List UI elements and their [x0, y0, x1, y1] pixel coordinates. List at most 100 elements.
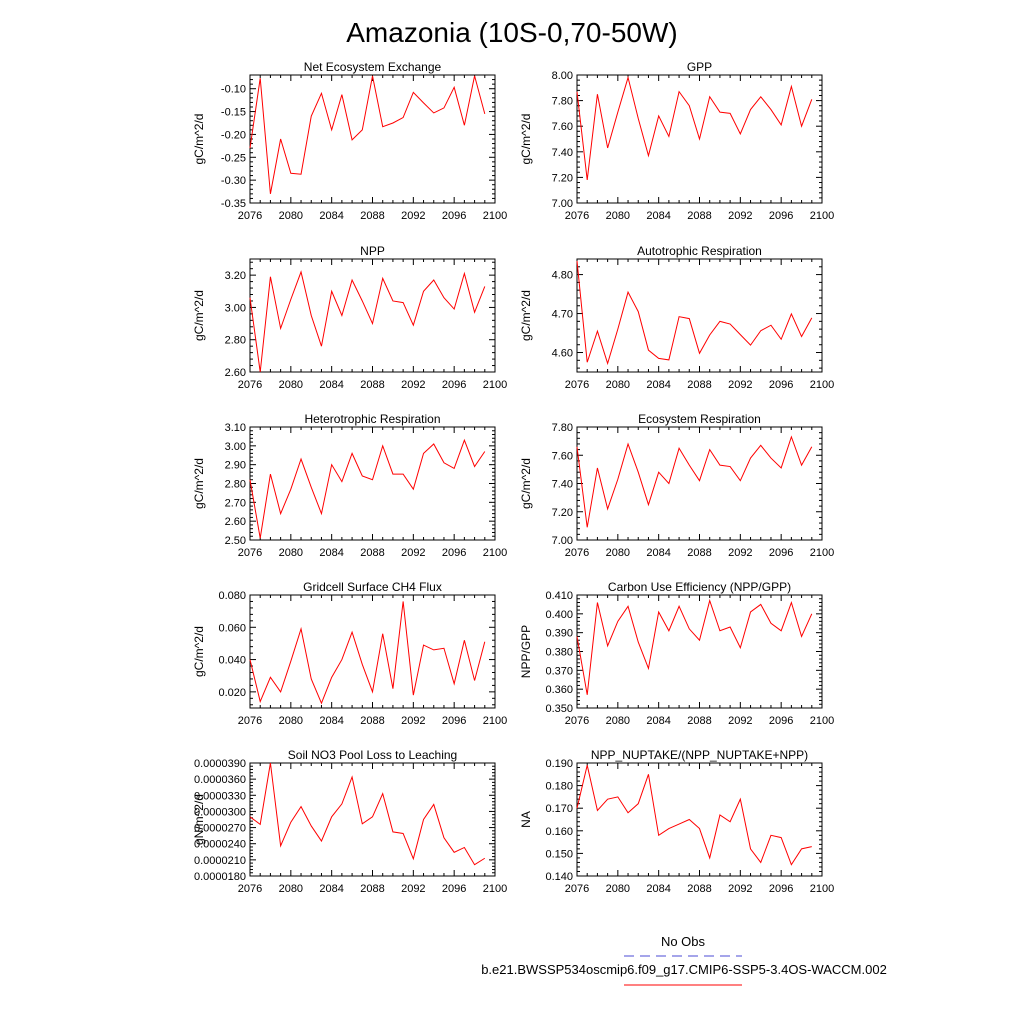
- panel-8-ytick-label: 0.380: [545, 647, 573, 659]
- panel-9-ytick-label: 0.0000330: [194, 790, 246, 802]
- panel-6-ytick-label: 7.00: [552, 535, 573, 547]
- panel-2-title: GPP: [687, 60, 712, 74]
- panel-9-xtick-label: 2076: [238, 883, 262, 895]
- panel-2-xtick-label: 2084: [646, 210, 670, 222]
- panel-3-ylabel: gC/m^2/d: [192, 290, 206, 341]
- panel-8-title: Carbon Use Efficiency (NPP/GPP): [608, 580, 791, 594]
- panel-6-ylabel: gC/m^2/d: [519, 458, 533, 509]
- panel-1-xtick-label: 2100: [483, 210, 507, 222]
- panel-8-xtick-label: 2096: [769, 715, 793, 727]
- panel-8-ytick-label: 0.360: [545, 684, 573, 696]
- panel-9-ytick-label: 0.0000360: [194, 774, 246, 786]
- panel-9-xtick-label: 2084: [319, 883, 343, 895]
- panel-10-ytick-label: 0.190: [545, 758, 573, 770]
- panel-9-ytick-label: 0.0000390: [194, 758, 246, 770]
- panel-2-ytick-label: 7.40: [552, 147, 573, 159]
- panel-1-xtick-label: 2092: [401, 210, 425, 222]
- panel-7-ytick-label: 0.060: [218, 622, 246, 634]
- panel-10: NPP_NUPTAKE/(NPP_NUPTAKE+NPP) NA 2076 2080 2…: [519, 748, 834, 895]
- panel-10-xtick-label: 2076: [565, 883, 589, 895]
- panel-7-ytick-label: 0.020: [218, 687, 246, 699]
- panel-7-ylabel: gC/m^2/d: [192, 626, 206, 677]
- panel-7: Gridcell Surface CH4 Flux gC/m^2/d 2076 208…: [192, 580, 507, 727]
- panel-1-title: Net Ecosystem Exchange: [304, 60, 442, 74]
- panel-7-ytick-label: 0.080: [218, 590, 246, 602]
- panel-2-ylabel: gC/m^2/d: [519, 114, 533, 165]
- panel-7-xtick-label: 2084: [319, 715, 343, 727]
- panel-4-xtick-label: 2100: [810, 379, 834, 391]
- panel-1: Net Ecosystem Exchange gC/m^2/d 2076 2080 20…: [192, 60, 507, 222]
- panel-2-xtick-label: 2096: [769, 210, 793, 222]
- panel-10-xtick-label: 2084: [646, 883, 670, 895]
- panel-4-xtick-label: 2084: [646, 379, 670, 391]
- panel-9-xtick-label: 2080: [279, 883, 303, 895]
- panel-5-ytick-label: 2.50: [225, 535, 246, 547]
- panel-4: Autotrophic Respiration gC/m^2/d 2076 2080 2…: [519, 244, 834, 391]
- panel-1-ytick-label: -0.20: [221, 129, 246, 141]
- panel-10-ytick-label: 0.150: [545, 848, 573, 860]
- panel-4-title: Autotrophic Respiration: [637, 244, 762, 258]
- panel-8-frame: [576, 594, 823, 709]
- panel-5-ytick-label: 3.10: [225, 422, 246, 434]
- panel-7-xtick-label: 2088: [360, 715, 384, 727]
- panel-4-ytick-label: 4.80: [552, 270, 573, 282]
- panel-5-ytick-label: 2.90: [225, 460, 246, 472]
- panel-8-ytick-label: 0.370: [545, 665, 573, 677]
- panel-1-ytick-label: -0.35: [221, 198, 246, 210]
- panel-8: Carbon Use Efficiency (NPP/GPP) NPP/GPP 20…: [519, 580, 834, 727]
- panel-10-ylabel: NA: [519, 811, 533, 828]
- panel-3-xtick-label: 2088: [360, 379, 384, 391]
- panel-9-series-line: [249, 762, 486, 866]
- panel-10-ytick-label: 0.140: [545, 871, 573, 883]
- panel-5-xtick-label: 2100: [483, 547, 507, 559]
- panel-2-xtick-label: 2076: [565, 210, 589, 222]
- panel-7-xtick-label: 2096: [442, 715, 466, 727]
- panel-5-xtick-label: 2084: [319, 547, 343, 559]
- panel-5-ytick-label: 2.70: [225, 497, 246, 509]
- panel-10-xtick-label: 2080: [606, 883, 630, 895]
- panel-3-frame: [249, 258, 496, 373]
- panel-6: Ecosystem Respiration gC/m^2/d 2076 2080 208…: [519, 412, 834, 559]
- panel-3-xtick-label: 2084: [319, 379, 343, 391]
- panel-3-ytick-label: 3.20: [225, 270, 246, 282]
- panel-6-ytick-label: 7.60: [552, 450, 573, 462]
- panel-5-xtick-label: 2096: [442, 547, 466, 559]
- panel-2-ytick-label: 7.20: [552, 172, 573, 184]
- panel-4-xtick-label: 2076: [565, 379, 589, 391]
- panel-4-xtick-label: 2088: [687, 379, 711, 391]
- panel-1-ytick-label: -0.25: [221, 152, 246, 164]
- panel-9-ytick-label: 0.0000240: [194, 839, 246, 851]
- panel-1-ytick-label: -0.15: [221, 107, 246, 119]
- panel-2-ytick-label: 7.00: [552, 198, 573, 210]
- panel-1-xtick-label: 2088: [360, 210, 384, 222]
- panel-5-xtick-label: 2080: [279, 547, 303, 559]
- legend: No Obs b.e21.BWSSP534oscmip6.f09_g17.CMI…: [481, 934, 887, 986]
- panel-7-title: Gridcell Surface CH4 Flux: [303, 580, 442, 594]
- panel-5-xtick-label: 2076: [238, 547, 262, 559]
- panel-5-xtick-label: 2092: [401, 547, 425, 559]
- panel-2: GPP gC/m^2/d 2076 2080 2084 2088 2092 2096 2100 7…: [519, 60, 834, 222]
- panel-2-xtick-label: 2092: [728, 210, 752, 222]
- panel-3-xtick-label: 2092: [401, 379, 425, 391]
- panel-1-ytick-label: -0.10: [221, 84, 246, 96]
- panel-3-ytick-label: 2.60: [225, 367, 246, 379]
- panel-10-ytick-label: 0.160: [545, 826, 573, 838]
- panel-7-xtick-label: 2100: [483, 715, 507, 727]
- panel-1-xtick-label: 2096: [442, 210, 466, 222]
- panel-3-xtick-label: 2100: [483, 379, 507, 391]
- figure-title: Amazonia (10S-0,70-50W): [346, 17, 677, 48]
- panel-4-ylabel: gC/m^2/d: [519, 290, 533, 341]
- panel-6-xtick-label: 2080: [606, 547, 630, 559]
- panel-6-xtick-label: 2088: [687, 547, 711, 559]
- panel-6-series-line: [576, 435, 813, 528]
- panel-2-xtick-label: 2080: [606, 210, 630, 222]
- panel-4-xtick-label: 2092: [728, 379, 752, 391]
- panel-3-ytick-label: 2.80: [225, 335, 246, 347]
- panel-3-xtick-label: 2096: [442, 379, 466, 391]
- panel-9-title: Soil NO3 Pool Loss to Leaching: [288, 748, 457, 762]
- panel-8-xtick-label: 2084: [646, 715, 670, 727]
- panel-8-xtick-label: 2080: [606, 715, 630, 727]
- panel-9-frame: [249, 762, 496, 877]
- panel-8-ylabel: NPP/GPP: [519, 625, 533, 678]
- panel-6-xtick-label: 2076: [565, 547, 589, 559]
